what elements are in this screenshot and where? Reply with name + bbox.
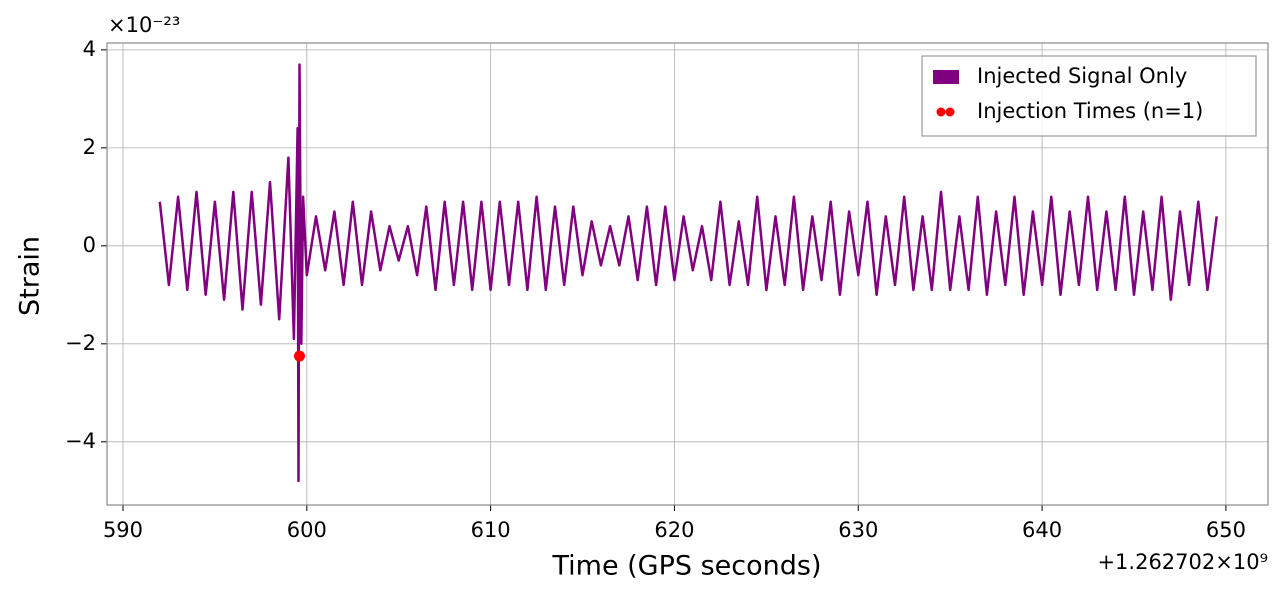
x-tick-label: 610	[471, 518, 511, 542]
x-tick-label: 620	[654, 518, 694, 542]
x-tick-label: 590	[103, 518, 143, 542]
x-tick-label: 630	[838, 518, 878, 542]
x-offset-label: +1.262702×10⁹	[1097, 550, 1268, 574]
y-tick-label: 4	[83, 37, 96, 61]
injection-point	[293, 350, 305, 362]
x-tick-label: 640	[1022, 518, 1062, 542]
y-tick-label: −2	[65, 331, 96, 355]
legend-box	[921, 55, 1257, 137]
y-tick-label: −4	[65, 429, 96, 453]
y-tick-label: 0	[83, 233, 96, 257]
legend-label: Injection Times (n=1)	[977, 99, 1203, 123]
legend-swatch	[936, 107, 946, 117]
x-axis-label: Time (GPS seconds)	[551, 551, 821, 582]
plot-frame	[106, 42, 1269, 506]
x-tick-label: 650	[1206, 518, 1246, 542]
legend-label: Injected Signal Only	[977, 64, 1187, 88]
legend-swatch	[933, 70, 959, 84]
signal-line	[158, 63, 1218, 483]
x-tick-label: 600	[287, 518, 327, 542]
legend-swatch	[945, 107, 955, 117]
y-tick-label: 2	[83, 135, 96, 159]
y-axis-label: Strain	[15, 236, 46, 316]
y-offset-label: ×10⁻²³	[108, 13, 180, 37]
